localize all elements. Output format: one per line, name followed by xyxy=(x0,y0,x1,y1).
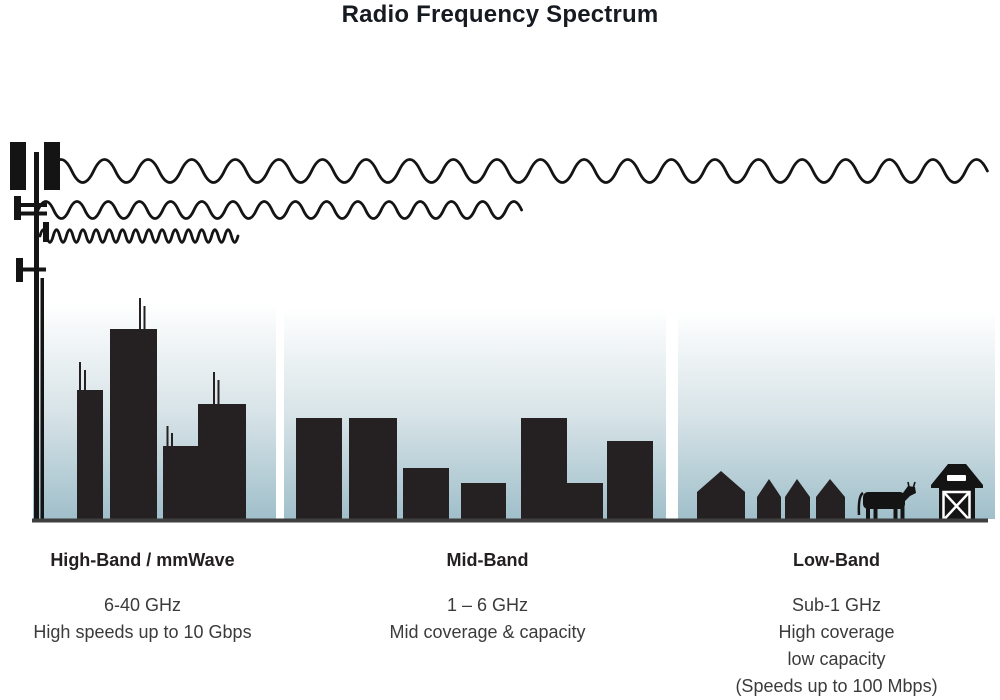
city-building xyxy=(163,446,199,520)
rooftop-antenna xyxy=(171,433,173,446)
barn-door-cross xyxy=(942,491,971,521)
band-desc-high: 6-40 GHz High speeds up to 10 Gbps xyxy=(0,592,285,646)
house xyxy=(757,479,781,520)
band-high-frequency: 6-40 GHz xyxy=(103,595,182,615)
tower-low-antenna-panel xyxy=(16,258,23,282)
cell-tower-icon xyxy=(10,142,60,520)
town-building xyxy=(567,483,603,520)
town-building xyxy=(403,468,449,520)
band-mid-coverage: Mid coverage & capacity xyxy=(389,622,586,642)
rural-houses-icon xyxy=(697,471,845,520)
city-building xyxy=(198,404,246,520)
rooftop-antenna xyxy=(166,426,169,446)
cow-icon xyxy=(857,481,916,520)
cow-leg xyxy=(873,505,878,520)
town-building xyxy=(607,441,653,520)
band-desc-low: Sub-1 GHz High coverage low capacity (Sp… xyxy=(694,592,979,700)
band-low-coverage: High coverage xyxy=(778,622,895,642)
town-building xyxy=(521,418,567,520)
cow-tail xyxy=(857,491,864,516)
tower-side-antenna-stub xyxy=(43,222,49,242)
band-name-high: High-Band / mmWave xyxy=(50,550,235,570)
band-label-low: Low-Band Sub-1 GHz High coverage low cap… xyxy=(694,549,979,700)
tower-top-antenna-left xyxy=(10,142,26,190)
tower-mid-crossarm-1 xyxy=(16,203,47,207)
band-low-frequency: Sub-1 GHz xyxy=(791,595,882,615)
ground-line xyxy=(32,518,988,523)
house xyxy=(816,479,845,520)
cow-leg xyxy=(900,505,905,520)
band-low-capacity: low capacity xyxy=(787,649,886,669)
band-name-mid: Mid-Band xyxy=(446,550,529,570)
city-skyline-icon xyxy=(77,298,246,520)
tower-mast xyxy=(34,152,39,520)
tower-mid-antenna-panel xyxy=(14,196,21,220)
town-building xyxy=(349,418,397,520)
town-building xyxy=(296,418,342,520)
rooftop-antenna xyxy=(217,380,220,404)
tower-top-antenna-right xyxy=(44,142,60,190)
town-building xyxy=(461,483,506,520)
cow-horns xyxy=(907,481,916,488)
rooftop-antenna xyxy=(79,362,81,390)
band-low-speed: (Speeds up to 100 Mbps) xyxy=(735,676,938,696)
cow-leg xyxy=(866,505,870,520)
tower-low-crossarm xyxy=(20,267,46,272)
medium-wavelength-wave-icon xyxy=(36,200,523,220)
rooftop-antenna xyxy=(143,306,146,329)
cow-body xyxy=(863,492,905,509)
city-building xyxy=(110,329,157,520)
cow-leg xyxy=(893,505,898,520)
house xyxy=(697,471,745,520)
rooftop-antenna xyxy=(139,298,141,329)
band-label-mid: Mid-Band 1 – 6 GHz Mid coverage & capaci… xyxy=(345,549,630,646)
cow-head xyxy=(900,486,916,502)
band-mid-frequency: 1 – 6 GHz xyxy=(446,595,529,615)
barn-loft-vent xyxy=(947,475,966,481)
tower-mid-crossarm-2 xyxy=(16,211,47,216)
band-name-low: Low-Band xyxy=(793,550,880,570)
tower-mast-line xyxy=(40,278,44,520)
barn-icon xyxy=(931,464,983,522)
long-wavelength-wave-icon xyxy=(48,158,989,184)
house xyxy=(785,479,810,520)
rooftop-antenna xyxy=(213,372,215,404)
rooftop-antenna xyxy=(84,370,86,390)
diagram-title: Radio Frequency Spectrum xyxy=(341,1,659,28)
short-wavelength-wave-icon xyxy=(38,228,240,244)
band-high-speed: High speeds up to 10 Gbps xyxy=(33,622,252,642)
band-label-high: High-Band / mmWave 6-40 GHz High speeds … xyxy=(0,549,285,646)
band-desc-mid: 1 – 6 GHz Mid coverage & capacity xyxy=(345,592,630,646)
town-buildings-icon xyxy=(296,418,653,520)
city-building xyxy=(77,390,103,520)
